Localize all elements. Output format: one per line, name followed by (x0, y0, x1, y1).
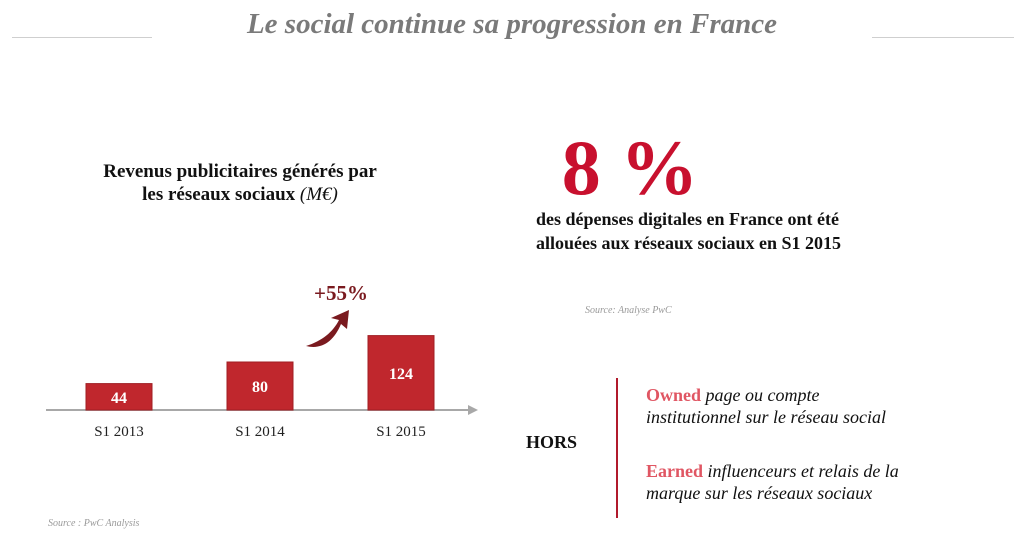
bar-s1-2013 (85, 383, 153, 411)
chart-source: Source : PwC Analysis (48, 518, 140, 529)
growth-annotation: +55% (314, 281, 368, 305)
divider-line (616, 378, 618, 518)
stat-description: des dépenses digitales en France ont été… (536, 207, 906, 255)
bar-s1-2015 (367, 335, 435, 411)
earned-item: Earned influenceurs et relais de la marqu… (646, 460, 986, 504)
stat-description-line2: allouées aux réseaux sociaux en S1 2015 (536, 233, 842, 253)
title-rule-left (12, 37, 152, 38)
category-label: S1 2015 (376, 424, 426, 440)
title-rule-right (872, 37, 1014, 38)
bar-value-label: 124 (389, 366, 413, 383)
earned-keyword: Earned (646, 461, 704, 481)
earned-text-line1: influenceurs et relais de la (703, 461, 899, 481)
growth-arrow-icon (306, 310, 349, 347)
hors-label: HORS (526, 432, 578, 452)
owned-item: Owned page ou compte institutionnel sur l… (646, 384, 986, 428)
category-label: S1 2013 (94, 424, 144, 440)
chart-title: Revenus publicitaires générés par les ré… (50, 160, 430, 206)
bar-value-label: 44 (111, 390, 127, 407)
owned-text-line2: institutionnel sur le réseau social (646, 407, 886, 427)
stat-source: Source: Analyse PwC (585, 305, 672, 316)
chart-title-line2: les réseaux sociaux (142, 184, 296, 205)
category-label: S1 2014 (235, 424, 285, 440)
stat-value: 8 % (561, 124, 699, 211)
bar-s1-2014 (226, 361, 294, 411)
owned-keyword: Owned (646, 385, 702, 405)
page-title: Le social continue sa progression en Fra… (246, 8, 778, 40)
bar-value-label: 80 (252, 379, 268, 396)
x-axis-arrowhead (468, 405, 478, 415)
chart-unit: (M€) (299, 184, 338, 205)
bars-group: 44 S1 2013 80 S1 2014 124 S1 2015 (85, 335, 435, 440)
chart-title-line1: Revenus publicitaires générés par (103, 161, 377, 182)
stat-description-line1: des dépenses digitales en France ont été (536, 209, 839, 229)
owned-text-line1: page ou compte (701, 385, 820, 405)
earned-text-line2: marque sur les réseaux sociaux (646, 483, 873, 503)
